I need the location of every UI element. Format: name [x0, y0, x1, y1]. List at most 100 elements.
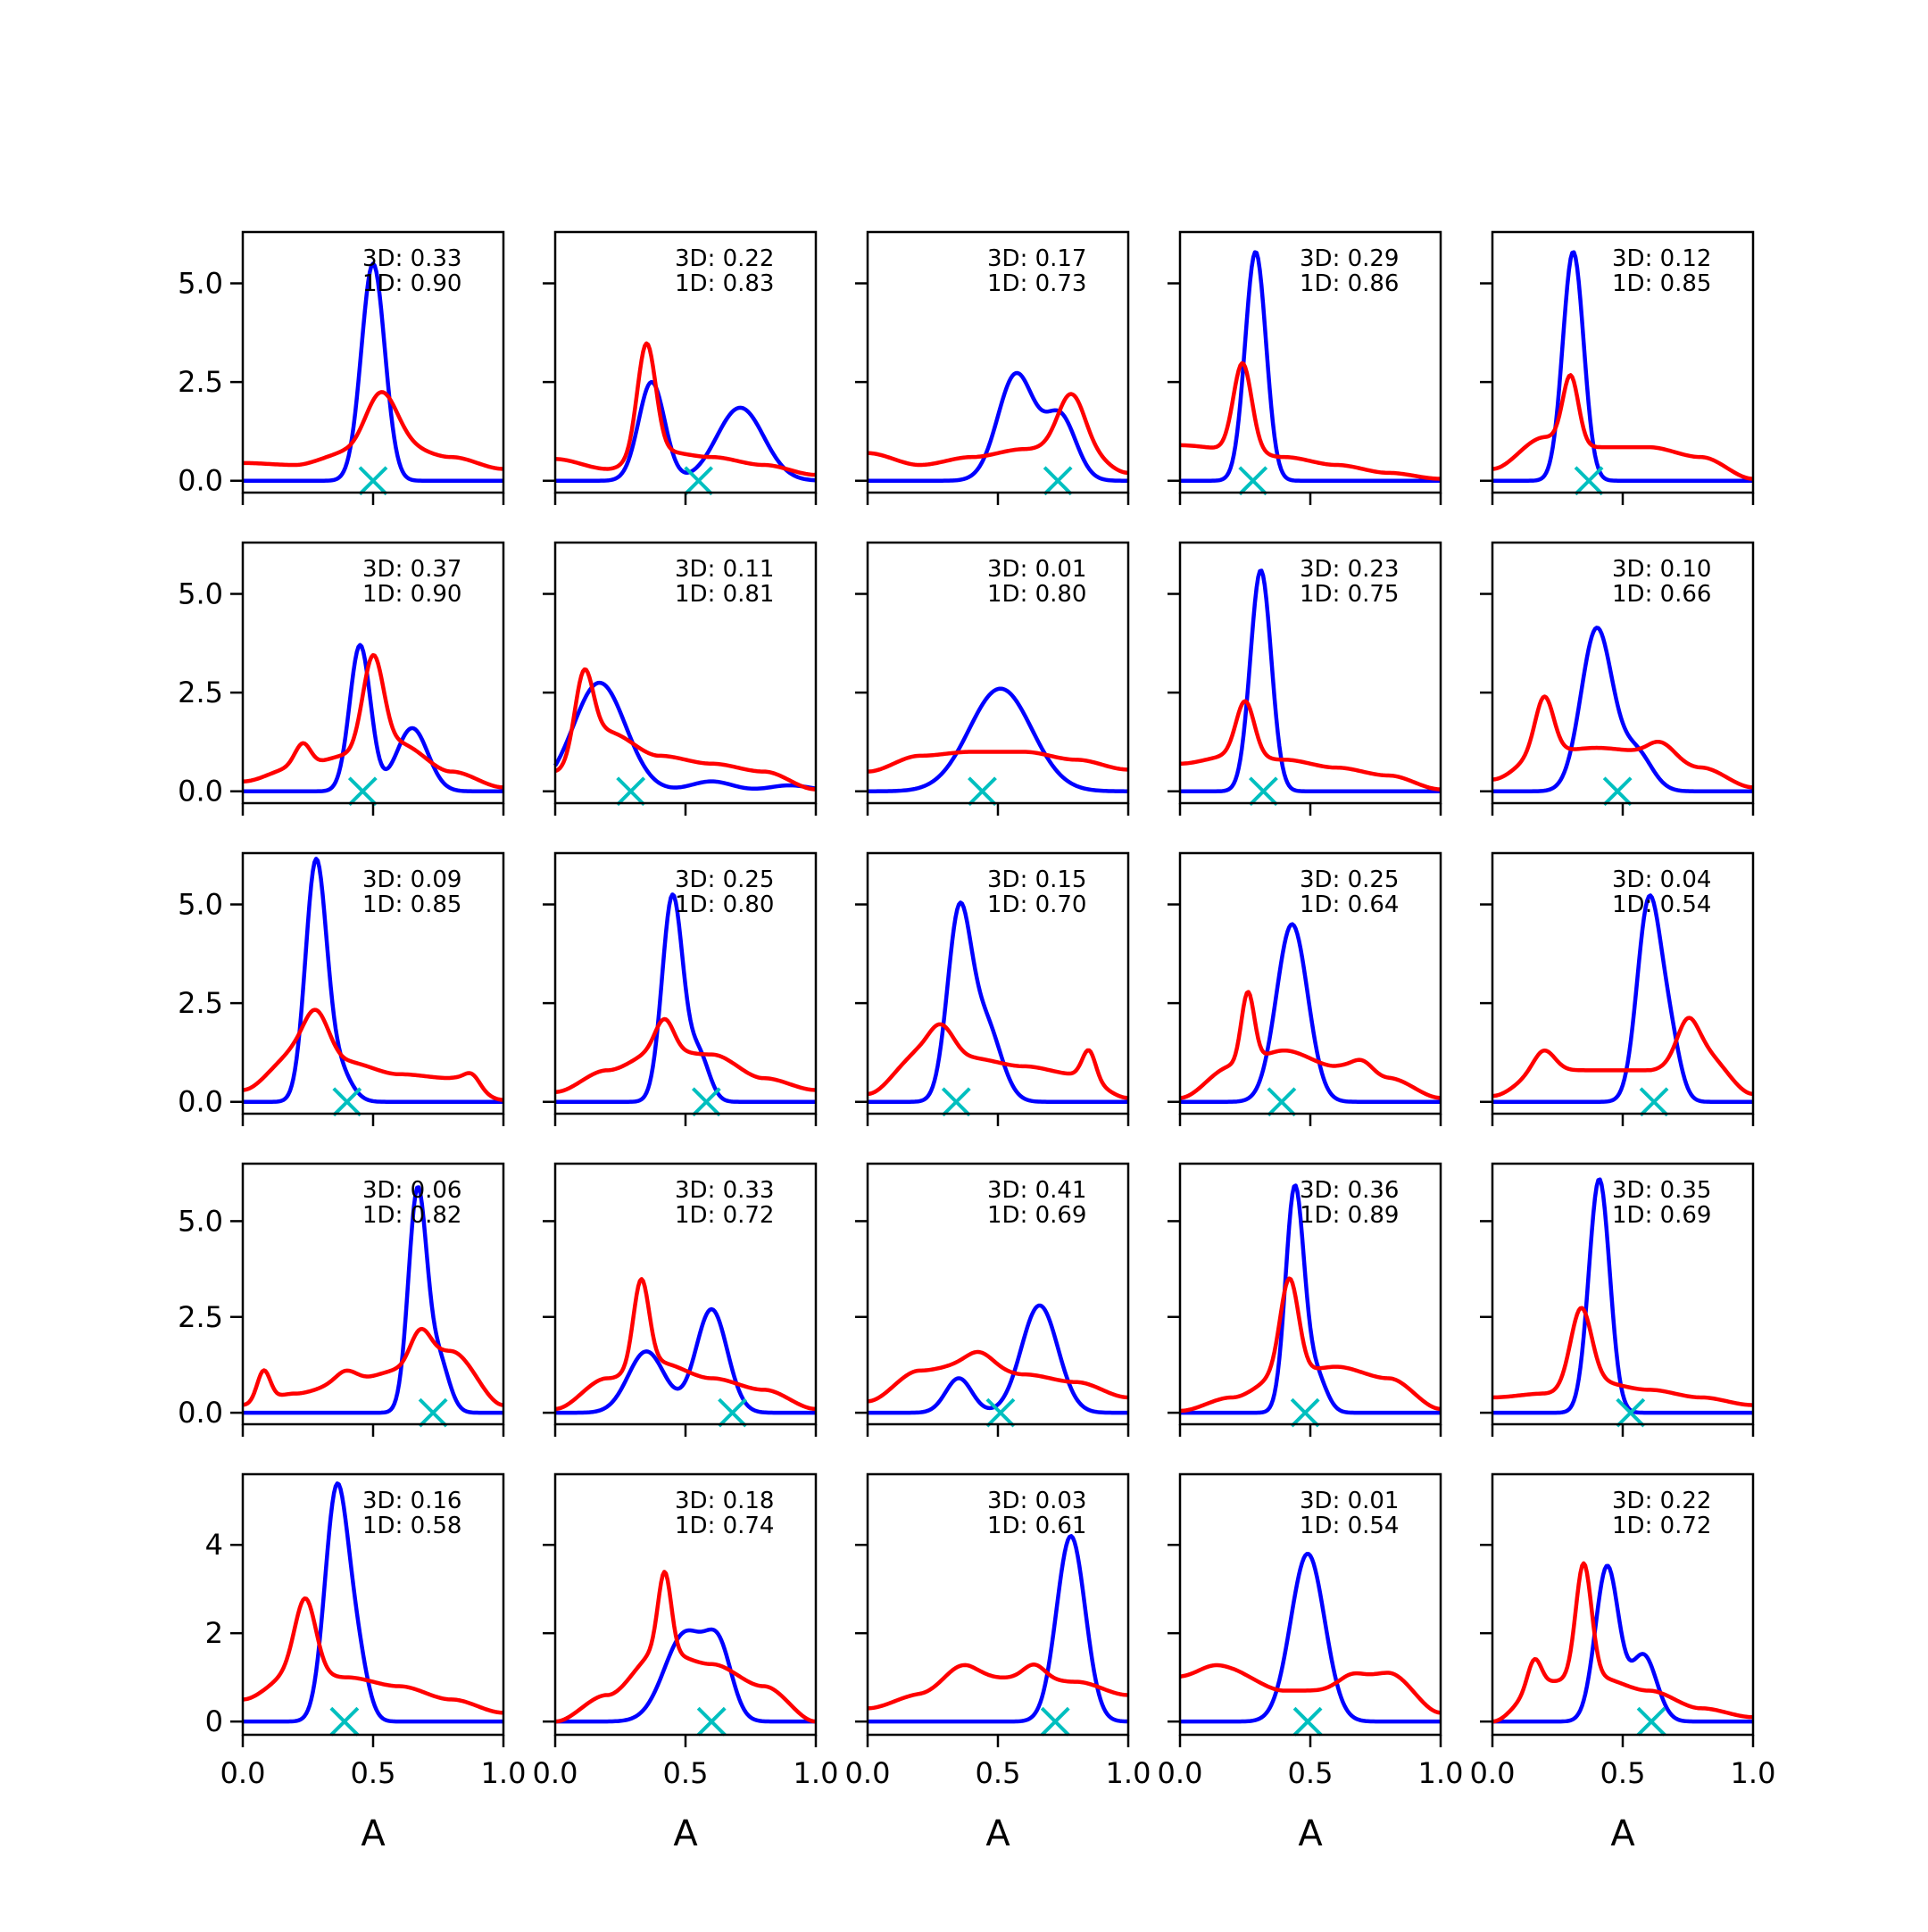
annotation-3d-r3c1: 3D: 0.33 — [675, 1177, 774, 1204]
blue-density-curve-r0c1 — [554, 379, 817, 483]
blue-density-curve-r0c3 — [1179, 250, 1442, 483]
annotation-1d-r3c3: 1D: 0.89 — [1300, 1202, 1399, 1229]
cross-marker-r2c2 — [941, 1087, 971, 1117]
red-density-curve-r3c2 — [867, 1349, 1129, 1404]
cross-marker-r2c1 — [691, 1087, 721, 1117]
annotation-1d-r4c3: 1D: 0.54 — [1300, 1513, 1399, 1539]
annotation-1d-r4c4: 1D: 0.72 — [1612, 1513, 1711, 1539]
annotation-1d-r2c3: 1D: 0.64 — [1300, 891, 1399, 918]
cross-marker-r1c2 — [968, 776, 997, 807]
annotation-1d-r3c2: 1D: 0.69 — [987, 1202, 1086, 1229]
x-tick-label-r4c1-0: 0.0 — [533, 1756, 578, 1790]
cross-marker-r4c4 — [1636, 1706, 1666, 1737]
blue-density-curve-r1c0 — [242, 643, 504, 793]
annotation-3d-r3c2: 3D: 0.41 — [987, 1177, 1086, 1204]
red-density-curve-r2c0 — [242, 1007, 504, 1102]
red-density-curve-r2c1 — [554, 1016, 817, 1094]
cross-marker-r4c3 — [1292, 1706, 1323, 1737]
x-tick-label-r4c4-0: 0.0 — [1470, 1756, 1516, 1790]
y-tick-label-r3c0-1: 2.5 — [178, 1300, 223, 1334]
annotation-3d-r1c1: 3D: 0.11 — [675, 556, 774, 583]
x-axis-label-r4c4: A — [1610, 1813, 1635, 1854]
blue-density-curve-r0c4 — [1492, 250, 1754, 483]
annotation-3d-r0c1: 3D: 0.22 — [675, 245, 774, 272]
x-tick-label-r4c1-1: 0.5 — [663, 1756, 709, 1790]
x-tick-label-r4c3-1: 0.5 — [1288, 1756, 1334, 1790]
x-tick-label-r4c0-2: 1.0 — [481, 1756, 527, 1790]
x-axis-label-r4c1: A — [673, 1813, 698, 1854]
blue-density-curve-r3c1 — [554, 1306, 817, 1415]
red-density-curve-r1c1 — [554, 667, 817, 792]
x-tick-label-r4c0-0: 0.0 — [220, 1756, 266, 1790]
cross-marker-r3c3 — [1290, 1397, 1320, 1428]
annotation-1d-r3c4: 1D: 0.69 — [1612, 1202, 1711, 1229]
annotation-1d-r2c0: 1D: 0.85 — [362, 891, 461, 918]
annotation-3d-r2c2: 3D: 0.15 — [987, 866, 1086, 893]
annotation-1d-r1c4: 1D: 0.66 — [1612, 581, 1711, 608]
red-density-curve-r1c0 — [242, 652, 504, 790]
annotation-1d-r1c0: 1D: 0.90 — [362, 581, 461, 608]
annotation-3d-r4c0: 3D: 0.16 — [362, 1488, 461, 1514]
cross-marker-r1c4 — [1602, 776, 1633, 807]
red-density-curve-r0c2 — [867, 392, 1129, 476]
blue-density-curve-r2c2 — [867, 900, 1129, 1104]
x-tick-label-r4c1-2: 1.0 — [794, 1756, 839, 1790]
annotation-1d-r4c0: 1D: 0.58 — [362, 1513, 461, 1539]
annotation-3d-r1c2: 3D: 0.01 — [987, 556, 1086, 583]
annotation-3d-r1c0: 3D: 0.37 — [362, 556, 461, 583]
annotation-1d-r1c3: 1D: 0.75 — [1300, 581, 1399, 608]
annotation-1d-r3c0: 1D: 0.82 — [362, 1202, 461, 1229]
blue-density-curve-r3c3 — [1179, 1183, 1442, 1415]
red-density-curve-r4c0 — [242, 1596, 504, 1715]
blue-density-curve-r4c2 — [867, 1534, 1129, 1724]
x-axis-label-r4c0: A — [361, 1813, 386, 1854]
x-tick-label-r4c4-1: 0.5 — [1600, 1756, 1646, 1790]
cross-marker-r1c0 — [347, 776, 378, 807]
cross-marker-r3c0 — [418, 1397, 448, 1428]
red-density-curve-r3c1 — [554, 1277, 817, 1412]
red-density-curve-r4c3 — [1179, 1663, 1442, 1715]
annotation-3d-r0c0: 3D: 0.33 — [362, 245, 461, 272]
red-density-curve-r3c4 — [1492, 1306, 1754, 1407]
annotation-1d-r2c1: 1D: 0.80 — [675, 891, 774, 918]
cross-marker-r0c2 — [1043, 466, 1073, 496]
x-tick-label-r4c4-2: 1.0 — [1731, 1756, 1776, 1790]
cross-marker-r4c0 — [329, 1706, 360, 1737]
y-tick-label-r0c0-0: 0.0 — [178, 464, 223, 498]
annotation-3d-r1c4: 3D: 0.10 — [1612, 556, 1711, 583]
annotation-1d-r1c2: 1D: 0.80 — [987, 581, 1086, 608]
y-tick-label-r3c0-2: 5.0 — [178, 1204, 223, 1238]
blue-density-curve-r1c2 — [867, 686, 1129, 793]
red-density-curve-r4c2 — [867, 1663, 1129, 1711]
y-tick-label-r1c0-1: 2.5 — [178, 676, 223, 709]
annotation-1d-r3c1: 1D: 0.72 — [675, 1202, 774, 1229]
red-density-curve-r4c1 — [554, 1570, 817, 1724]
red-density-curve-r1c4 — [1492, 694, 1754, 790]
x-axis-label-r4c3: A — [1298, 1813, 1323, 1854]
annotation-3d-r0c3: 3D: 0.29 — [1300, 245, 1399, 272]
annotation-1d-r0c4: 1D: 0.85 — [1612, 270, 1711, 297]
annotation-1d-r4c2: 1D: 0.61 — [987, 1513, 1086, 1539]
cross-marker-r1c3 — [1249, 776, 1278, 807]
y-tick-label-r0c0-2: 5.0 — [178, 267, 223, 301]
red-density-curve-r1c3 — [1179, 699, 1442, 792]
red-density-curve-r3c3 — [1179, 1276, 1442, 1414]
cross-marker-r0c3 — [1238, 466, 1268, 496]
cross-marker-r0c1 — [684, 466, 714, 496]
blue-density-curve-r3c4 — [1492, 1177, 1754, 1415]
y-tick-label-r0c0-1: 2.5 — [178, 365, 223, 399]
red-density-curve-r2c2 — [867, 1022, 1129, 1100]
cross-marker-r2c4 — [1639, 1087, 1669, 1117]
annotation-1d-r0c3: 1D: 0.86 — [1300, 270, 1399, 297]
x-tick-label-r4c3-0: 0.0 — [1158, 1756, 1203, 1790]
blue-density-curve-r2c4 — [1492, 893, 1754, 1104]
cross-marker-r3c1 — [718, 1397, 747, 1428]
cross-marker-r2c0 — [332, 1087, 362, 1117]
red-density-curve-r0c4 — [1492, 373, 1754, 481]
y-tick-label-r4c0-0: 0 — [205, 1704, 223, 1738]
blue-density-curve-r0c0 — [242, 261, 504, 483]
blue-density-curve-r4c3 — [1179, 1551, 1442, 1724]
annotation-1d-r2c2: 1D: 0.70 — [987, 891, 1086, 918]
